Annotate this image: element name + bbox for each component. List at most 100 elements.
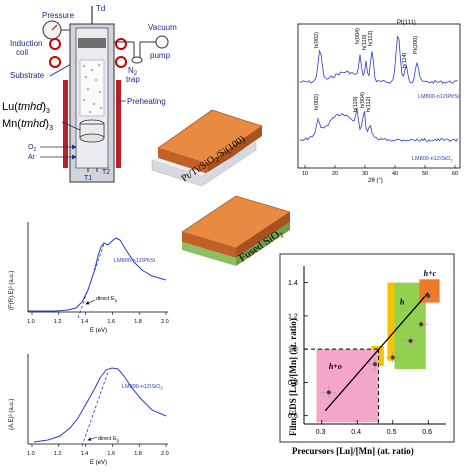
data-point xyxy=(390,355,395,360)
reactor-label-t2: T2 xyxy=(102,169,110,176)
data-point xyxy=(326,390,331,395)
tauc-tick-label: 1.6 xyxy=(107,319,115,325)
reactor-label-pump: pump xyxy=(150,51,171,60)
xrd-bottom-peak-112: h(112) xyxy=(366,96,372,112)
tauc-tick-label: 1.0 xyxy=(27,319,35,325)
heating-element-right xyxy=(116,80,121,168)
data-point xyxy=(408,338,413,343)
data-point xyxy=(426,293,431,298)
xrd-top-peak-110: h(110) xyxy=(362,34,368,50)
fit-line xyxy=(324,292,429,412)
xrd-bottom-peak-004: h(004) xyxy=(360,92,366,108)
tauc-bottom-x-label: E (eV) xyxy=(90,460,107,466)
n2-trap-icon xyxy=(131,56,143,64)
xrd-bottom-sample: LM800-n12\SiO2 xyxy=(412,156,454,163)
region-label: h+o xyxy=(329,362,342,371)
xrd-top-sample: LM800-n12\Pt/Si xyxy=(418,94,459,100)
tauc-tick-label: 1.8 xyxy=(134,319,142,325)
composition-ticks: 0.3 0.4 0.5 0.6 0.6 0.8 1.0 1.2 1.4 xyxy=(288,280,432,436)
region-label: h xyxy=(400,297,405,306)
data-point xyxy=(419,322,424,327)
composition-marks xyxy=(304,289,436,424)
xrd-top-peak-pt200: Pt(200) xyxy=(413,36,419,54)
tauc-top-sample: LM800-n12\Pt\Si xyxy=(114,258,155,264)
tauc-top-panel: 1.0 1.2 1.4 1.6 1.8 2.0 E (eV) (F(R).E)² (a.u… xyxy=(9,222,169,334)
tauc-tick-label: 1.6 xyxy=(107,451,115,457)
composition-y-tick-label: 0.8 xyxy=(288,380,298,387)
xrd-tick-label: 50 xyxy=(422,171,428,177)
tauc-bottom-sample: LM800-n12\SiO2 xyxy=(122,384,164,391)
xrd-x-ticks: 10 20 30 40 50 60 xyxy=(302,165,458,177)
tauc-tick-label: 2.0 xyxy=(161,319,169,325)
tauc-top-x-ticks: 1.0 1.2 1.4 1.6 1.8 2.0 xyxy=(27,312,169,325)
xrd-top-peak-pt111: Pt(111) xyxy=(397,20,416,26)
composition-x-tick-label: 0.4 xyxy=(351,429,361,436)
xrd-top-peak-112: h(112) xyxy=(368,30,374,46)
reactor-label-td: Td xyxy=(96,4,105,13)
tauc-top-annotation: direct Eg xyxy=(96,296,117,303)
tauc-bottom-y-label: (A.E)² (a.u.) xyxy=(9,399,15,430)
xrd-trace-bottom xyxy=(299,108,458,143)
substrate-slab-fused: Fused SiO2 xyxy=(181,195,291,266)
xrd-bottom-peak-002: h(002) xyxy=(314,94,320,110)
tauc-top-x-label: E (eV) xyxy=(90,328,107,334)
vacuum-pump-icon xyxy=(155,35,169,49)
reactor-label-substrate: Substrate xyxy=(10,71,45,80)
xrd-top-peak-004: h(004) xyxy=(355,28,361,44)
xrd-tick-label: 30 xyxy=(362,171,368,177)
reactor-label-n2: N2 xyxy=(128,66,138,77)
reactor-label-coil: coil xyxy=(16,48,28,57)
xrd-top-peak-114: h(114) xyxy=(402,52,408,68)
composition-y-tick-label: 1.2 xyxy=(288,313,298,320)
tauc-tick-label: 1.8 xyxy=(134,451,142,457)
precursor-mn: Mn(tmhd)3 xyxy=(2,118,53,132)
xrd-bottom-peak-110: h(110) xyxy=(353,96,359,112)
tauc-top-fit-line xyxy=(77,243,105,319)
tauc-top-curve xyxy=(28,237,167,312)
precursor-lu: Lu(tmhd)3 xyxy=(2,101,50,115)
xrd-trace-top xyxy=(299,35,458,85)
reactor-label-vacuum: Vacuum xyxy=(148,23,177,32)
tauc-bottom-annotation: direct Eg xyxy=(98,436,119,443)
tauc-tick-label: 1.0 xyxy=(27,451,35,457)
composition-y-tick-label: 0.6 xyxy=(288,413,298,420)
composition-x-tick-label: 0.5 xyxy=(387,429,397,436)
xrd-top-peak-002: h(002) xyxy=(314,32,320,48)
reactor-label-o2: O2 xyxy=(28,144,36,153)
composition-y-tick-label: 1.0 xyxy=(288,347,298,354)
xrd-tick-label: 10 xyxy=(302,171,308,177)
xrd-tick-label: 60 xyxy=(452,171,458,177)
tauc-tick-label: 1.2 xyxy=(54,319,62,325)
composition-x-label: Precursors [Lu]/[Mn] (at. ratio) xyxy=(292,446,414,456)
substrate-slab-pt: Pt/Ti/SiO2/Si(100) xyxy=(151,109,263,187)
region-label: h+c xyxy=(424,269,437,278)
composition-panel: h+o h h+c 0.3 0.4 0.5 0.6 0.6 0.8 1.0 1.2 1.4 Film… xyxy=(279,253,455,456)
composition-x-tick-label: 0.3 xyxy=(316,429,326,436)
tauc-tick-label: 2.0 xyxy=(161,451,169,457)
reactor-label-pressure: Pressure xyxy=(42,11,75,20)
reactor-label-ar: Ar xyxy=(28,154,36,161)
reactor-schematic: Td Pressure Induction coil Substrate Pre… xyxy=(2,4,177,183)
composition-y-tick-label: 1.4 xyxy=(288,280,298,287)
reactor-label-t1: T1 xyxy=(84,175,92,182)
tauc-tick-label: 1.4 xyxy=(81,319,89,325)
tauc-bottom-fit-line xyxy=(81,371,109,447)
xrd-tick-label: 40 xyxy=(392,171,398,177)
xrd-tick-label: 20 xyxy=(332,171,338,177)
tauc-tick-label: 1.2 xyxy=(54,451,62,457)
composition-y-label: Film EDS [Lu]/[Mn] (at. ratio) xyxy=(288,318,298,436)
reactor-label-trap: trap xyxy=(126,75,140,84)
tauc-bottom-panel: 1.0 1.2 1.4 1.6 1.8 2.0 E (eV) (A.E)² (a.u.) … xyxy=(9,354,169,466)
composition-x-tick-label: 0.6 xyxy=(422,429,432,436)
xrd-x-label: 2θ (°) xyxy=(368,178,383,184)
tauc-bottom-curve xyxy=(33,367,167,443)
tauc-tick-label: 1.4 xyxy=(81,451,89,457)
tauc-bottom-x-ticks: 1.0 1.2 1.4 1.6 1.8 2.0 xyxy=(27,444,169,457)
reactor-label-preheating: Preheating xyxy=(127,97,166,106)
reactor-label-induction: Induction xyxy=(10,39,42,48)
data-point xyxy=(373,362,377,367)
heating-element-left xyxy=(63,80,68,168)
tauc-top-y-label: (F(R).E)² (a.u.) xyxy=(9,271,15,310)
xrd-panel: 10 20 30 40 50 60 2θ (°) h(002) h(004) h(110)… xyxy=(297,20,461,184)
